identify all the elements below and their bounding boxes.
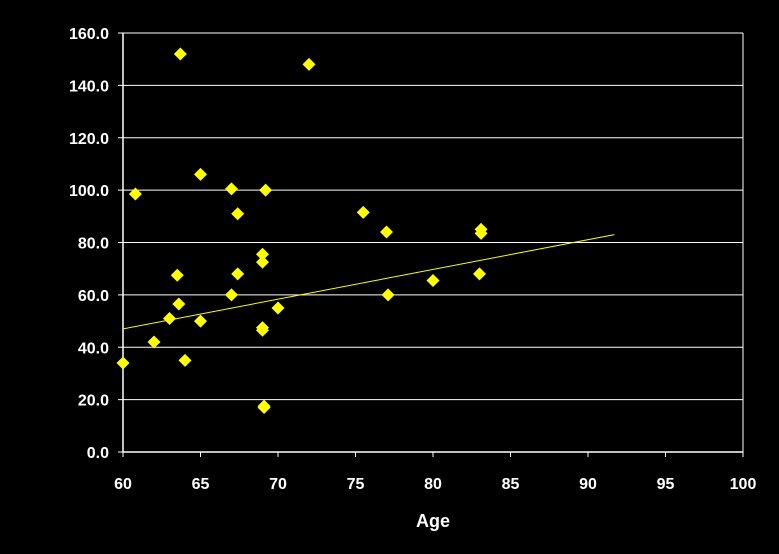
data-point-4 bbox=[170, 268, 184, 282]
data-point-7 bbox=[178, 353, 192, 367]
data-point-10 bbox=[225, 182, 238, 196]
data-point-3 bbox=[163, 311, 176, 325]
data-point-13 bbox=[231, 267, 245, 281]
data-point-5 bbox=[172, 297, 186, 311]
tick-labels: 0.0 20.0 40.0 60.0 80.0 100.0 120.0 140.0 160.0 6… bbox=[69, 26, 756, 493]
y-tick-label-5: 100.0 bbox=[69, 183, 109, 200]
x-tick-label-4: 80 bbox=[424, 476, 442, 493]
data-point-9 bbox=[194, 314, 207, 328]
data-point-14 bbox=[256, 247, 269, 261]
data-point-15 bbox=[256, 255, 269, 269]
data-point-8 bbox=[194, 167, 207, 181]
trendline bbox=[122, 234, 615, 330]
data-point-19 bbox=[257, 400, 271, 414]
data-point-1 bbox=[128, 187, 142, 201]
axes bbox=[118, 32, 744, 457]
y-tick-label-0: 0.0 bbox=[87, 445, 109, 462]
data-point-27 bbox=[473, 267, 486, 281]
data-point-25 bbox=[381, 288, 395, 302]
x-tick-label-3: 75 bbox=[347, 476, 365, 493]
x-tick-label-8: 100 bbox=[730, 476, 757, 493]
y-tick-label-2: 40.0 bbox=[78, 340, 109, 357]
x-tick-label-7: 95 bbox=[657, 476, 675, 493]
x-tick-label-6: 90 bbox=[579, 476, 597, 493]
data-point-0 bbox=[116, 356, 130, 370]
data-point-20 bbox=[259, 183, 273, 197]
y-tick-label-7: 140.0 bbox=[69, 78, 109, 95]
data-point-22 bbox=[302, 57, 316, 71]
x-tick-label-1: 65 bbox=[192, 476, 210, 493]
data-point-6 bbox=[173, 47, 187, 61]
y-tick-label-3: 60.0 bbox=[78, 288, 109, 305]
trendline-group bbox=[122, 234, 615, 330]
y-tick-label-8: 160.0 bbox=[69, 26, 109, 43]
y-tick-label-1: 20.0 bbox=[78, 393, 109, 410]
x-tick-label-5: 85 bbox=[502, 476, 520, 493]
data-point-21 bbox=[271, 301, 285, 315]
x-tick-label-0: 60 bbox=[114, 476, 132, 493]
data-points bbox=[116, 47, 488, 414]
data-point-29 bbox=[474, 226, 488, 240]
y-tick-label-6: 120.0 bbox=[69, 131, 109, 148]
data-point-24 bbox=[380, 225, 393, 239]
data-point-2 bbox=[147, 335, 161, 349]
y-tick-label-4: 80.0 bbox=[78, 236, 109, 253]
x-tick-label-2: 70 bbox=[269, 476, 287, 493]
data-point-23 bbox=[356, 205, 370, 219]
data-point-17 bbox=[256, 323, 269, 337]
x-axis-title: Age bbox=[416, 511, 450, 531]
data-point-12 bbox=[231, 207, 245, 221]
data-point-26 bbox=[426, 273, 440, 287]
data-point-11 bbox=[225, 288, 238, 302]
